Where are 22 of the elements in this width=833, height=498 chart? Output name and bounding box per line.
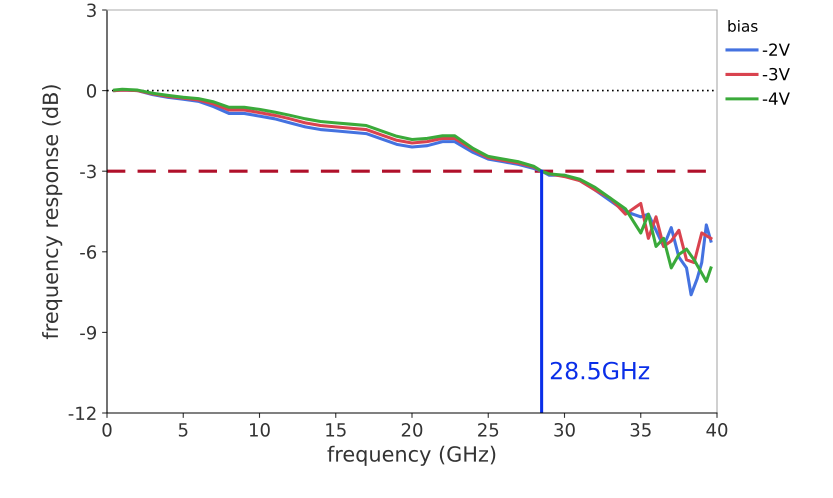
annotation: 28.5GHz (550, 362, 650, 380)
x-axis-title: frequency (GHz) (327, 446, 496, 466)
legend-label: -2V (762, 43, 790, 56)
legend-label: -3V (762, 68, 790, 80)
x-tick-label: 5 (178, 423, 188, 437)
y-tick-label: -3 (80, 164, 96, 178)
x-tick-label: 40 (706, 423, 728, 437)
x-tick-label: 10 (250, 423, 270, 437)
legend-label: -4V (762, 92, 790, 105)
y-tick-label: 3 (87, 3, 96, 18)
x-tick-label: 0 (102, 423, 112, 437)
x-tick-label: 20 (402, 423, 422, 437)
y-axis-title: frequency response (dB) (42, 85, 62, 340)
x-tick-label: 30 (554, 423, 575, 437)
x-tick-label: 35 (630, 423, 651, 437)
y-tick-label: -6 (80, 245, 96, 259)
y-tick-label: 0 (86, 84, 96, 98)
x-tick-label: 25 (478, 423, 498, 437)
y-tick-label: -12 (68, 406, 96, 420)
y-tick-label: -9 (80, 326, 96, 340)
legend-title: bias (728, 20, 758, 32)
x-tick-label: 15 (326, 423, 346, 437)
